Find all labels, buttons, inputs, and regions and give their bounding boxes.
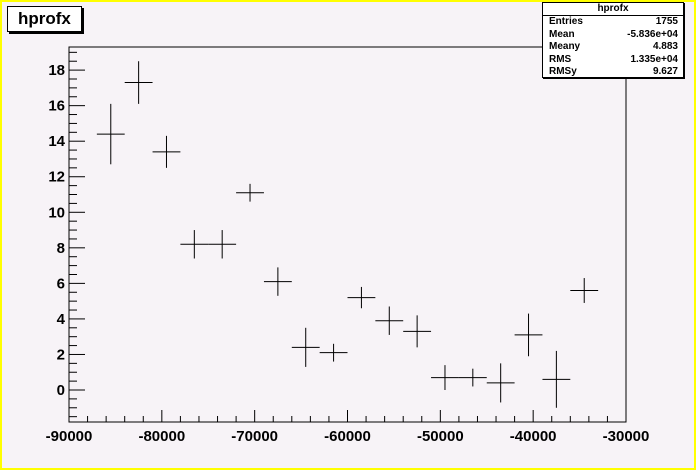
data-point: [291, 327, 320, 367]
stats-box-title: hprofx: [543, 3, 683, 16]
stats-row-entries: Entries 1755: [543, 16, 683, 29]
y-tick-label: 8: [57, 240, 65, 257]
x-tick-label: -50000: [417, 428, 464, 445]
data-point: [375, 306, 404, 335]
stats-value: 1755: [655, 16, 678, 27]
stats-label: Mean: [549, 28, 575, 40]
data-point: [180, 230, 209, 259]
y-tick-label: 2: [57, 346, 65, 363]
stats-value: 9.627: [652, 66, 678, 77]
y-tick-label: 16: [48, 98, 65, 115]
chart-title: hprofx: [7, 6, 82, 32]
stats-row-meany: Meany 4.883: [543, 41, 683, 54]
x-tick-label: -80000: [138, 428, 185, 445]
stats-value: -5.836e+04: [627, 28, 678, 40]
data-point: [431, 365, 459, 391]
stats-row-rmsy: RMSy 9.627: [543, 66, 683, 79]
stats-value: 1.335e+04: [630, 53, 678, 65]
stats-row-rms: RMS 1.335e+04: [543, 54, 683, 67]
stats-label: Meany: [549, 41, 581, 52]
data-point: [514, 313, 543, 357]
data-point: [319, 343, 348, 362]
data-point: [152, 135, 181, 168]
x-tick-label: -90000: [46, 428, 93, 445]
data-point: [208, 230, 237, 259]
data-point: [542, 350, 571, 408]
data-point: [458, 368, 487, 387]
data-point: [124, 61, 153, 104]
y-tick-label: 10: [48, 204, 65, 221]
stats-value: 4.883: [652, 41, 678, 52]
data-point: [347, 286, 376, 309]
x-tick-label: -40000: [510, 428, 557, 445]
y-tick-label: 4: [57, 311, 66, 328]
data-point: [403, 315, 432, 348]
y-tick-label: 12: [48, 169, 65, 186]
x-tick-label: -70000: [231, 428, 278, 445]
plot-frame: [68, 46, 627, 423]
stats-row-mean: Mean -5.836e+04: [543, 29, 683, 42]
data-point: [263, 267, 292, 296]
data-point: [96, 103, 125, 165]
data-point: [486, 363, 515, 403]
y-tick-label: 0: [57, 382, 65, 399]
y-tick-label: 6: [57, 275, 65, 292]
y-tick-label: 14: [48, 133, 65, 150]
x-tick-label: -30000: [603, 428, 650, 445]
stats-box: hprofx Entries 1755 Mean -5.836e+04 Mean…: [542, 2, 684, 78]
x-tick-label: -60000: [324, 428, 371, 445]
stats-label: Entries: [549, 16, 583, 27]
stats-label: RMS: [549, 53, 572, 65]
data-point: [570, 278, 599, 303]
data-point: [236, 183, 264, 202]
y-tick-label: 18: [48, 62, 65, 79]
stats-label: RMSy: [549, 66, 577, 77]
